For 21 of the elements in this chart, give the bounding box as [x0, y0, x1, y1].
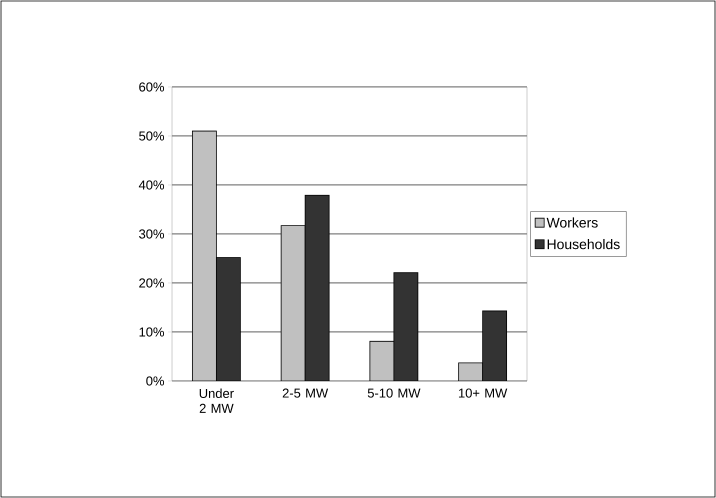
bar: [280, 225, 306, 381]
x-tick-label: Under 2 MW: [200, 388, 234, 413]
x-tick-label: 5-10 MW: [368, 388, 420, 398]
bar: [304, 194, 330, 381]
y-tick-label: 50%: [139, 131, 164, 141]
y-tick-label: 40%: [138, 180, 164, 190]
y-tick-label: 30%: [139, 229, 164, 239]
legend-label: Households: [548, 238, 620, 250]
x-tick-label: 2-5 MW: [282, 388, 328, 398]
legend-label: Workers: [546, 217, 598, 228]
y-tick-label: 20%: [139, 278, 164, 288]
x-tick-label: 10+ MW: [458, 388, 508, 398]
y-tick-label: 10%: [140, 327, 164, 337]
bar: [393, 272, 418, 381]
bar: [458, 362, 484, 381]
bar: [482, 310, 508, 381]
bar: [369, 340, 394, 381]
y-tick-label: 0%: [146, 376, 164, 386]
bar: [192, 130, 217, 381]
y-tick-label: 60%: [139, 82, 164, 92]
bar: [216, 257, 241, 381]
